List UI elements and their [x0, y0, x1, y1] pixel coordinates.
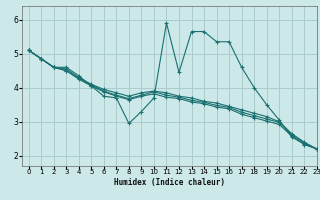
- X-axis label: Humidex (Indice chaleur): Humidex (Indice chaleur): [114, 178, 225, 187]
